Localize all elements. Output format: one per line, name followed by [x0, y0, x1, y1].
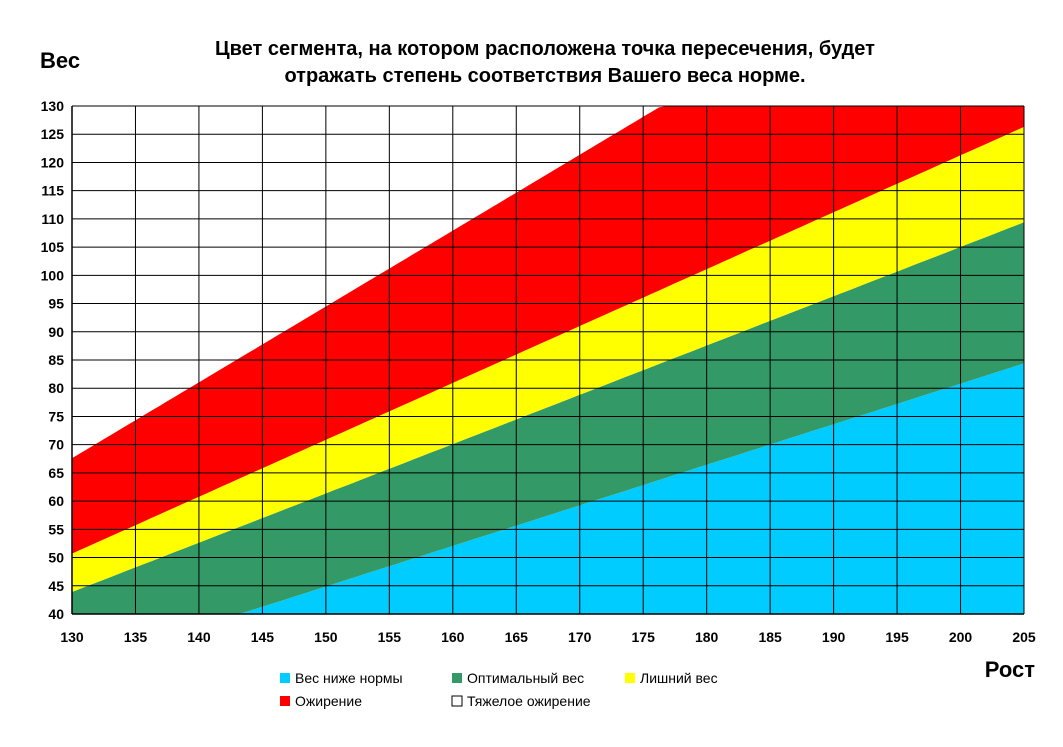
x-tick-label: 195	[885, 629, 909, 645]
x-tick-label: 180	[695, 629, 719, 645]
legend-swatch	[280, 696, 290, 706]
legend: Вес ниже нормы Оптимальный вес Лишний вес О…	[280, 670, 718, 709]
y-tick-label: 80	[48, 380, 64, 396]
y-tick-label: 40	[48, 606, 64, 622]
y-tick-label: 115	[41, 183, 64, 199]
y-tick-label: 75	[48, 408, 64, 424]
legend-swatch	[452, 673, 462, 683]
x-tick-label: 145	[251, 629, 275, 645]
legend-swatch	[451, 695, 463, 707]
x-tick-label: 165	[505, 629, 529, 645]
x-axis-title: Рост	[985, 657, 1036, 682]
y-tick-label: 110	[41, 211, 64, 227]
legend-label: Оптимальный вес	[467, 670, 584, 686]
y-tick-label: 105	[41, 239, 65, 255]
y-axis-title: Вес	[40, 48, 80, 73]
y-tick-label: 70	[48, 437, 64, 453]
legend-label: Тяжелое ожирение	[467, 693, 591, 709]
y-tick-label: 50	[48, 550, 64, 566]
legend-swatch	[625, 673, 635, 683]
x-tick-label: 190	[822, 629, 846, 645]
band-1	[72, 363, 1024, 614]
ticks-layer: 40 45 50 55 60 65 70 75 80 85 90 95 100 105 110 115 120 1…	[41, 98, 1036, 645]
band-3	[72, 126, 1024, 593]
x-tick-label: 175	[632, 629, 656, 645]
y-tick-label: 45	[48, 578, 64, 594]
y-tick-label: 100	[41, 267, 65, 283]
x-tick-label: 150	[314, 629, 338, 645]
x-tick-label: 170	[568, 629, 592, 645]
legend-label: Ожирение	[295, 693, 362, 709]
legend-item: Тяжелое ожирение	[451, 693, 591, 709]
x-tick-label: 140	[187, 629, 211, 645]
y-tick-label: 130	[41, 98, 65, 114]
x-tick-label: 155	[378, 629, 402, 645]
x-tick-label: 205	[1012, 629, 1036, 645]
legend-item: Ожирение	[280, 693, 362, 709]
x-tick-label: 160	[441, 629, 465, 645]
y-tick-label: 65	[48, 465, 64, 481]
chart-title-line-1: Цвет сегмента, на котором расположена то…	[215, 38, 875, 60]
band-4	[72, 106, 1024, 554]
legend-swatch	[280, 673, 290, 683]
y-tick-label: 90	[48, 324, 64, 340]
x-tick-label: 185	[758, 629, 782, 645]
chart-title-line-2: отражать степень соответствия Вашего вес…	[284, 65, 805, 87]
legend-label: Вес ниже нормы	[295, 670, 403, 686]
y-tick-label: 85	[48, 352, 64, 368]
x-tick-label: 200	[949, 629, 973, 645]
y-tick-label: 95	[48, 296, 64, 312]
legend-item: Оптимальный вес	[452, 670, 584, 686]
legend-item: Лишний вес	[625, 670, 718, 686]
x-tick-label: 130	[60, 629, 84, 645]
grid-layer	[71, 105, 1025, 615]
y-tick-label: 125	[41, 126, 65, 142]
bands-layer	[72, 106, 1024, 615]
band-2	[72, 222, 1024, 615]
x-tick-label: 135	[124, 629, 148, 645]
y-tick-label: 120	[41, 154, 65, 170]
y-tick-label: 60	[48, 493, 64, 509]
legend-item: Вес ниже нормы	[280, 670, 403, 686]
y-tick-label: 55	[48, 521, 64, 537]
legend-label: Лишний вес	[640, 670, 718, 686]
